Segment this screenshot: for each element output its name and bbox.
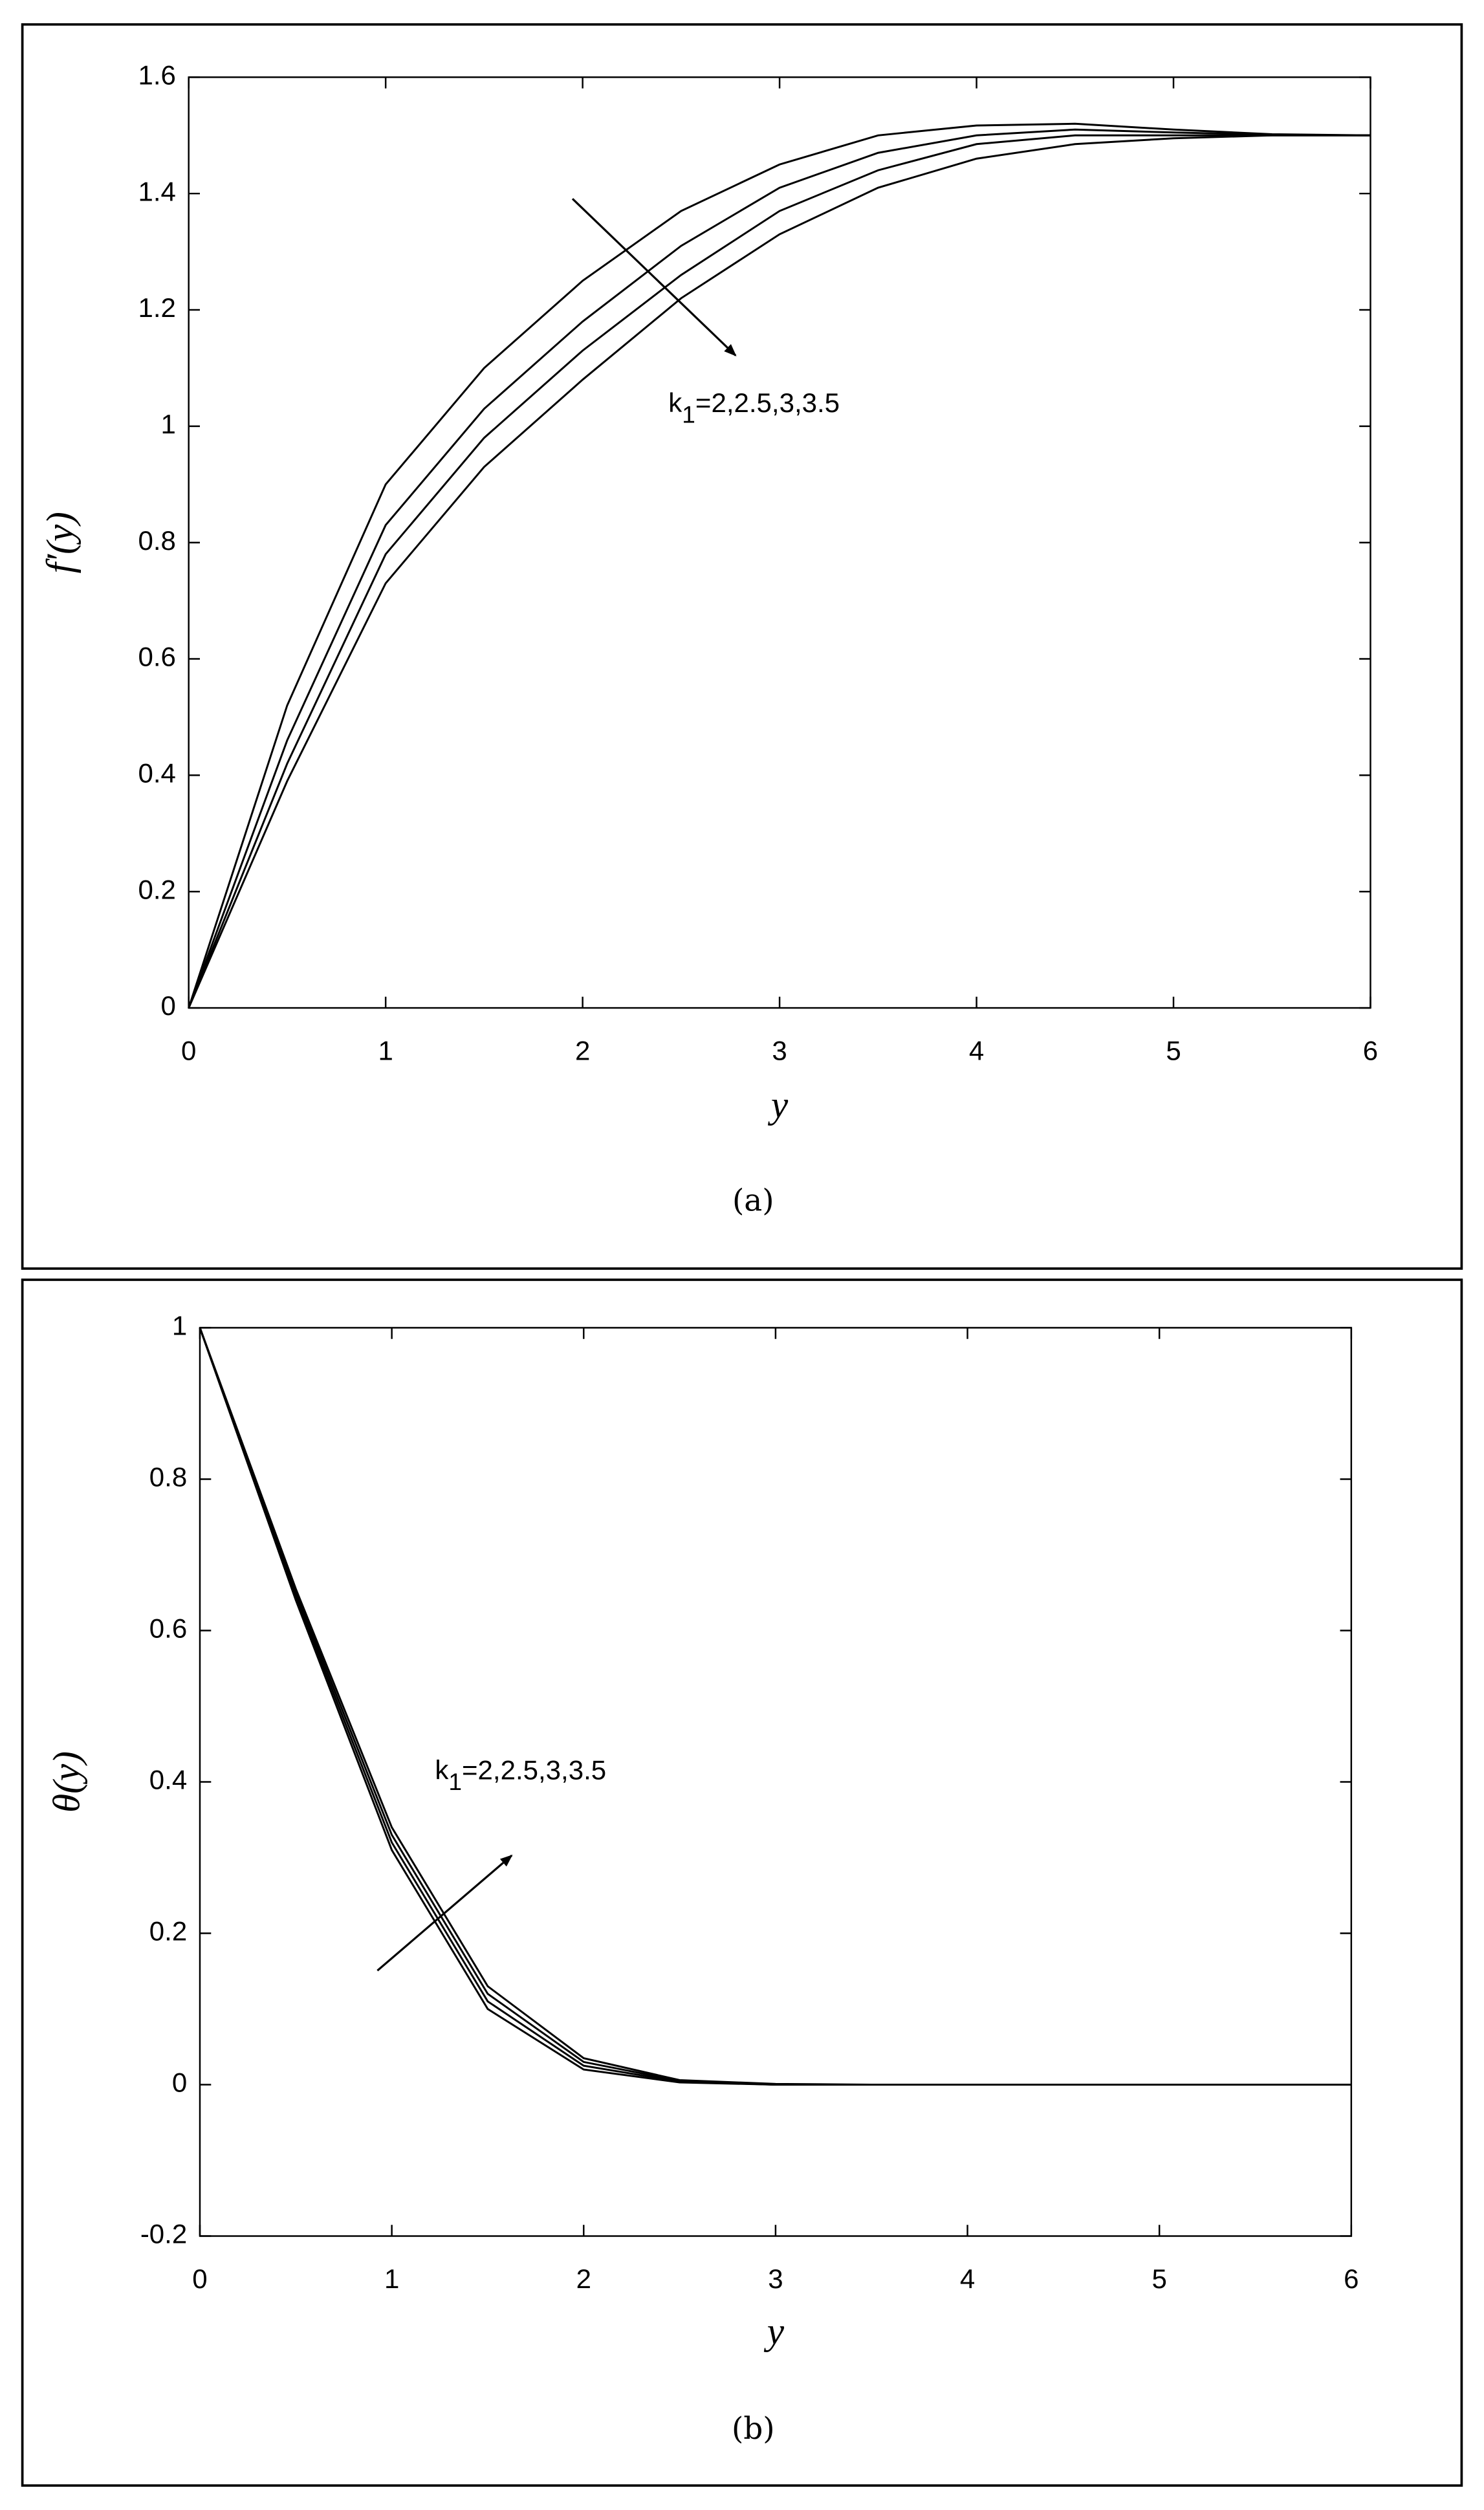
line-series — [199, 1327, 1351, 2086]
y-tick-label: 1.2 — [138, 292, 175, 323]
x-tick-label: 1 — [378, 1035, 393, 1065]
x-tick-label: 0 — [192, 2264, 207, 2294]
line-series — [188, 134, 1371, 1009]
x-axis-label: y — [768, 1083, 789, 1126]
x-tick-label: 0 — [181, 1035, 196, 1065]
annotation-text: =2,2.5,3,3.5 — [462, 1755, 606, 1785]
y-axis-label: f′(y) — [38, 512, 81, 573]
x-tick-label: 6 — [1344, 2264, 1359, 2294]
plot-area — [188, 76, 1371, 1009]
line-series — [199, 1327, 1351, 2086]
y-tick-label: -0.2 — [140, 2219, 187, 2249]
x-tick-label: 4 — [969, 1035, 984, 1065]
caption: (a) — [732, 1183, 774, 1219]
x-tick-label: 5 — [1166, 1035, 1181, 1065]
line-series — [188, 134, 1371, 1009]
x-tick-label: 6 — [1363, 1035, 1378, 1065]
annotation-text: =2,2.5,3,3.5 — [695, 387, 840, 418]
annotation: k1=2,2.5,3,3.5 — [435, 1755, 606, 1795]
annotation-sub: 1 — [448, 1768, 462, 1795]
annotation-base: k — [668, 387, 682, 418]
x-tick-label: 1 — [384, 2264, 399, 2294]
line-series — [199, 1327, 1351, 2086]
y-tick-label: 0.2 — [138, 874, 175, 904]
annotation-arrow — [571, 198, 737, 356]
y-tick-label: 0.6 — [138, 642, 175, 672]
y-tick-label: 0.8 — [138, 525, 175, 556]
x-tick-label: 2 — [576, 2264, 591, 2294]
panel-frame — [21, 1278, 1463, 2487]
y-tick-label: 1 — [172, 1311, 187, 1341]
annotation-base: k — [435, 1755, 449, 1785]
y-tick-label: 0.4 — [149, 1765, 187, 1795]
x-tick-label: 4 — [960, 2264, 975, 2294]
line-series — [188, 122, 1371, 1009]
y-tick-label: 0.6 — [149, 1613, 187, 1644]
y-tick-label: 0 — [161, 990, 176, 1021]
x-tick-label: 3 — [768, 2264, 783, 2294]
x-axis-label: y — [764, 2309, 785, 2352]
x-tick-label: 5 — [1152, 2264, 1167, 2294]
y-axis-label: θ(y) — [45, 1751, 87, 1813]
y-tick-label: 1.4 — [138, 176, 175, 206]
line-series — [188, 128, 1371, 1009]
y-tick-label: 0.2 — [149, 1916, 187, 1947]
y-tick-label: 1.6 — [138, 60, 175, 90]
annotation: k1=2,2.5,3,3.5 — [668, 387, 840, 428]
caption: (b) — [732, 2411, 775, 2447]
panel-frame — [21, 23, 1463, 1270]
x-tick-label: 3 — [772, 1035, 787, 1065]
annotation-sub: 1 — [682, 400, 695, 428]
y-tick-label: 0.8 — [149, 1462, 187, 1492]
x-tick-label: 2 — [575, 1035, 590, 1065]
y-tick-label: 0 — [172, 2068, 187, 2098]
y-tick-label: 1 — [161, 409, 176, 439]
line-series — [199, 1327, 1351, 2086]
y-tick-label: 0.4 — [138, 758, 175, 788]
